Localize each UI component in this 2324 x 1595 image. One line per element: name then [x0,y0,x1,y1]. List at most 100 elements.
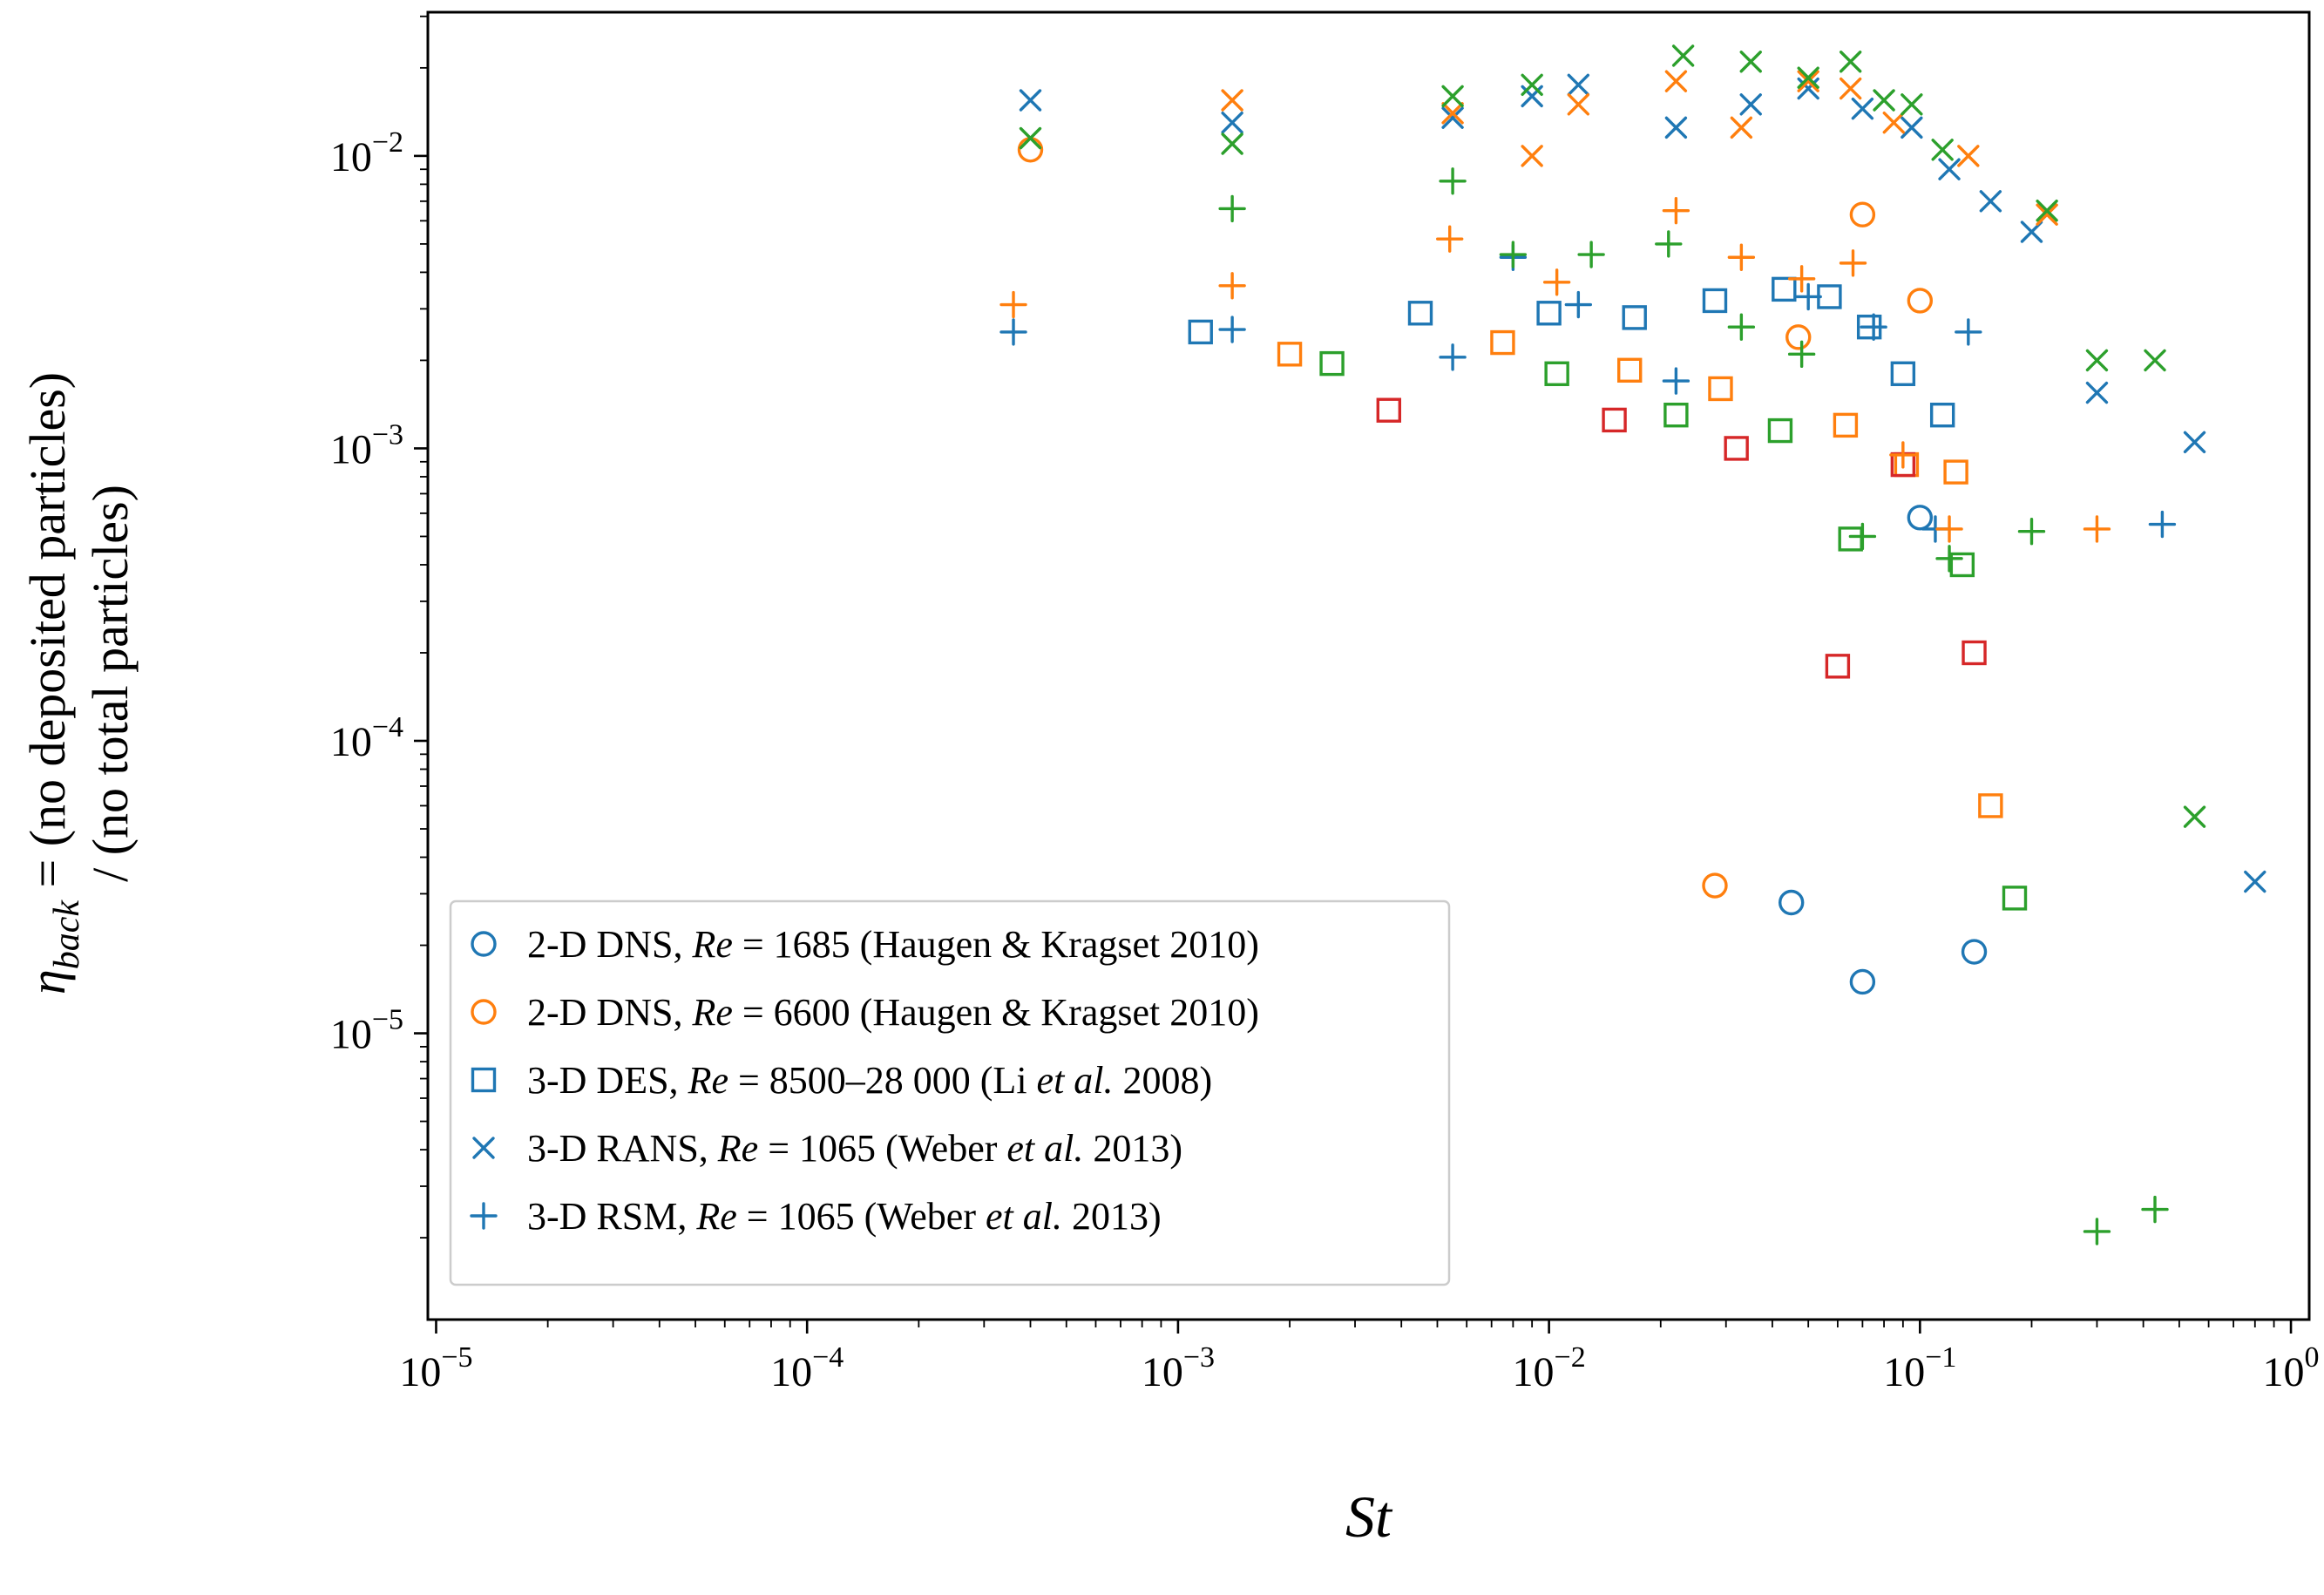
plus-marker-icon [999,318,1027,346]
circle-marker-icon [1849,201,1876,227]
x-marker-icon [1938,158,1961,180]
square-marker-icon [1943,459,1968,485]
y-axis-label-line: ηback = (no deposited particles) [19,372,87,994]
plus-marker-icon [1542,268,1571,296]
x-marker-icon [1957,145,1980,167]
legend-frame [449,899,1451,1286]
series-3-d-rans-orange-x- [1221,70,2058,226]
series-3-d-des-blue-squares- [1188,276,1955,428]
plus-marker-icon [1218,316,1246,343]
x-marker-icon [1730,116,1753,139]
plus-marker-icon [1935,545,1963,573]
x-marker-icon [1739,93,1762,116]
x-marker-icon [1839,77,1862,100]
series-3-d-rans-green-x- [1019,44,2206,828]
x-marker-icon [1019,126,1042,150]
square-marker-icon [1929,403,1955,428]
data-points [999,44,2266,1245]
plus-marker-icon [1218,272,1246,300]
x-marker-icon [1019,89,1042,112]
x-marker-icon [2183,805,2206,828]
x-tick-label: 10−5 [399,1341,472,1395]
plus-marker-icon [1955,318,1982,346]
square-marker-icon [2002,886,2028,911]
series-2-d-dns-re-6600-orange-circles- [1017,137,1934,899]
plus-marker-icon [2148,510,2177,539]
square-marker-icon [1319,350,1345,377]
legend-entry-label: 3-D RANS, Re = 1065 (Weber et al. 2013) [527,1127,1182,1170]
x-marker-icon [1873,89,1895,112]
x-marker-icon [1739,51,1762,73]
x-marker-icon [1901,116,1923,139]
x-marker-icon [1521,145,1543,167]
circle-marker-icon [1961,939,1988,965]
x-marker-icon [1221,111,1243,134]
x-marker-icon [1441,106,1464,129]
plus-marker-icon [1577,241,1605,268]
circle-marker-icon [1849,968,1876,995]
square-marker-icon [1833,412,1859,438]
x-marker-icon [1664,116,1688,139]
square-marker-icon [1536,301,1562,326]
y-axis-label-line: / (no total particles) [82,485,139,882]
x-marker-icon [1979,190,2002,213]
legend-entry: 3-D RANS, Re = 1065 (Weber et al. 2013) [472,1127,1182,1170]
plus-marker-icon [1794,282,1822,311]
circle-marker-icon [1785,324,1812,350]
series-3-d-rans-blue-x- [1019,73,2266,893]
legend-entry: 2-D DNS, Re = 1685 (Haugen & Kragset 201… [471,923,1259,966]
x-marker-icon [1567,93,1590,116]
x-axis-label: St [1345,1483,1393,1550]
circle-marker-icon [1779,889,1805,916]
plus-marker-icon [1439,343,1467,371]
square-marker-icon [1376,397,1401,423]
plus-marker-icon [1860,313,1887,341]
square-marker-icon [1949,552,1975,578]
plus-marker-icon [1727,243,1756,271]
square-marker-icon [1767,417,1793,444]
plus-marker-icon [1662,196,1690,225]
square-marker-icon [1277,342,1303,367]
circle-marker-icon [1907,288,1934,314]
y-axis-label: ηback = (no deposited particles) / (no to… [19,372,139,994]
plus-marker-icon [1787,265,1816,293]
series-3-d-rsm-green-plus- [1218,167,2169,1245]
x-marker-icon [2036,203,2058,226]
x-marker-icon [1441,85,1464,108]
x-marker-icon [1221,89,1243,112]
square-marker-icon [1708,376,1733,402]
plus-marker-icon [2017,518,2046,546]
x-marker-icon [1521,73,1543,97]
square-marker-icon [1978,793,2003,818]
x-marker-icon [1931,139,1954,161]
plot-area-border [426,10,2311,1321]
plus-marker-icon [1848,522,1877,551]
legend: 2-D DNS, Re = 1685 (Haugen & Kragset 201… [449,899,1451,1286]
plus-marker-icon [1787,340,1816,369]
circle-marker-icon [471,999,497,1025]
legend-entry: 3-D RSM, Re = 1065 (Weber et al. 2013) [470,1195,1162,1238]
plus-marker-icon [1889,441,1917,469]
plus-marker-icon [1935,515,1963,543]
y-tick-label: 10−2 [330,126,403,180]
plus-marker-icon [1564,290,1593,319]
plus-marker-icon [2141,1195,2169,1224]
series-3-d-rsm-blue-plus- [999,243,2177,543]
square-marker-icon [1490,329,1515,356]
x-marker-icon [1671,44,1695,67]
y-tick-label: 10−5 [330,1004,403,1058]
y-tick-label: 10−3 [330,418,403,472]
x-marker-icon [1567,73,1590,97]
x-marker-icon [1901,93,1923,116]
square-marker-icon [1188,319,1213,345]
plus-marker-icon [470,1202,498,1230]
legend-entry-label: 3-D RSM, Re = 1065 (Weber et al. 2013) [527,1195,1162,1238]
legend-entry-label: 2-D DNS, Re = 6600 (Haugen & Kragset 201… [527,991,1259,1034]
x-marker-icon [472,1137,495,1159]
y-axis: 10−2 10−3 10−4 10−5 [330,15,428,1239]
legend-entry-label: 2-D DNS, Re = 1685 (Haugen & Kragset 201… [527,923,1259,966]
square-marker-icon [1825,654,1851,679]
x-axis: 10−5 10−4 10−3 10−2 10−1 100 [399,1320,2320,1395]
plus-marker-icon [1839,249,1867,277]
legend-entry-label: 3-D DES, Re = 8500–28 000 (Li et al. 200… [527,1059,1212,1102]
